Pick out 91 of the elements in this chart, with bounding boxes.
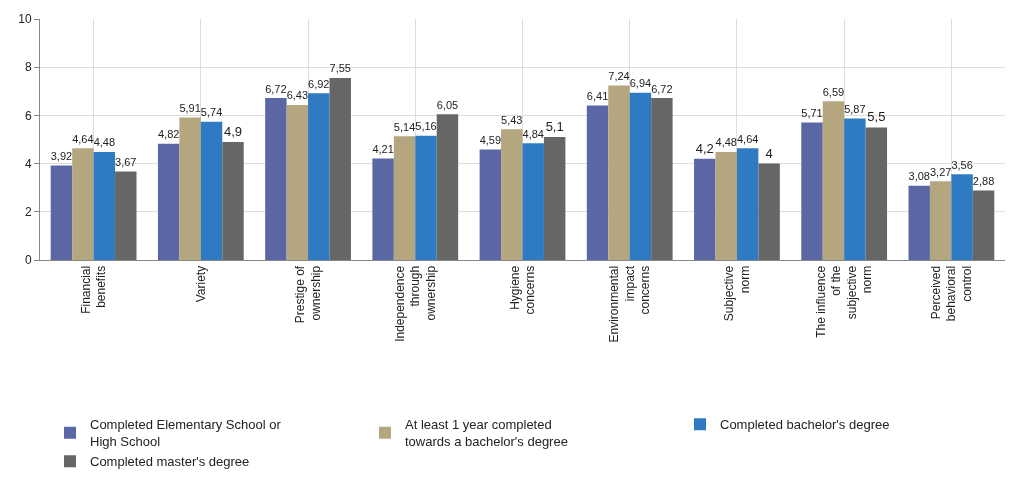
legend-label: Completed Elementary School or High School	[90, 417, 282, 450]
legend-label: Completed master's degree	[90, 454, 250, 470]
data-label: 4,84	[522, 127, 544, 140]
data-label: 6,72	[651, 82, 673, 95]
x-tick-label: Variety	[193, 265, 208, 303]
bar	[265, 98, 287, 260]
x-tick-label: Prestige of ownership	[293, 265, 323, 324]
data-label: 6,05	[436, 98, 459, 111]
bar	[479, 149, 502, 260]
bar	[50, 165, 73, 260]
data-label: 7,55	[329, 62, 351, 75]
x-tick-label: Financial benefits	[78, 265, 109, 314]
bar	[157, 143, 180, 260]
data-label: 4,64	[736, 132, 759, 145]
bar	[501, 129, 523, 260]
x-tick-label: The influence of the subjective norm	[813, 265, 875, 338]
bar	[694, 158, 716, 260]
bar	[222, 141, 244, 260]
data-label: 4,48	[93, 136, 116, 149]
x-tick-label: Environmental impact concerns	[607, 265, 653, 343]
bar	[115, 171, 137, 260]
bar	[715, 152, 737, 260]
data-label: 7,24	[608, 69, 630, 82]
bar	[758, 163, 780, 260]
data-label: 4	[765, 145, 773, 161]
y-tick-label: 2	[24, 205, 32, 219]
data-label: 6,41	[586, 89, 609, 102]
bar	[286, 105, 309, 260]
data-label: 4,21	[372, 143, 394, 155]
y-tick-label: 10	[18, 12, 32, 27]
data-label: 5,1	[545, 119, 564, 135]
data-label: 4,9	[223, 123, 243, 139]
data-label: 4,48	[715, 136, 737, 149]
data-label: 5,74	[200, 106, 223, 119]
x-tick-label: Perceived behavioral control	[928, 265, 974, 322]
bar	[651, 98, 673, 260]
bar	[200, 121, 223, 260]
data-label: 5,87	[844, 102, 866, 115]
bar	[736, 148, 759, 260]
data-label: 6,59	[822, 85, 845, 98]
x-tick-label: Independence through ownership	[392, 265, 438, 342]
bar	[629, 92, 652, 260]
data-label: 3,27	[929, 165, 952, 178]
data-label: 3,08	[908, 170, 930, 183]
data-label: 6,72	[265, 82, 287, 95]
bar	[586, 105, 609, 260]
data-label: 5,14	[393, 120, 416, 133]
data-label: 5,71	[801, 106, 823, 119]
bar	[372, 158, 394, 260]
data-label: 5,5	[867, 109, 886, 125]
x-tick-label: Hygiene concerns	[507, 265, 538, 315]
data-label: 6,43	[286, 89, 309, 102]
data-label: 4,59	[479, 133, 502, 146]
bar	[865, 127, 888, 260]
bar	[415, 135, 437, 260]
y-tick-label: 4	[24, 156, 32, 171]
data-label: 4,82	[157, 128, 180, 141]
bar	[822, 101, 845, 260]
bar	[929, 181, 952, 260]
data-label: 5,91	[179, 102, 201, 115]
bar	[951, 174, 973, 260]
data-label: 2,88	[972, 175, 995, 188]
data-label: 6,92	[308, 77, 330, 90]
bar	[72, 148, 94, 260]
legend-label: At least 1 year completed towards a bachelor's degree	[405, 417, 568, 450]
bar	[972, 190, 995, 260]
bar	[329, 78, 351, 260]
data-label: 3,92	[50, 149, 73, 162]
legend-label: Completed bachelor's degree	[720, 417, 890, 433]
data-label: 6,94	[629, 77, 652, 90]
data-label: 3,56	[951, 158, 973, 171]
bar	[844, 118, 866, 260]
bar	[543, 137, 566, 260]
data-label: 5,43	[501, 113, 523, 126]
bar	[393, 136, 416, 260]
x-tick-label: Subjective norm	[722, 265, 752, 322]
y-tick-label: 8	[24, 60, 32, 75]
bar	[608, 85, 630, 260]
data-label: 3,67	[115, 156, 137, 169]
data-label: 4,64	[72, 132, 94, 145]
y-tick-label: 6	[24, 108, 32, 123]
bar	[908, 185, 930, 260]
data-label: 4,2	[695, 140, 714, 156]
bar	[93, 152, 116, 260]
bar	[436, 114, 459, 260]
bar	[308, 93, 330, 260]
data-label: 5,16	[415, 120, 437, 133]
bar	[522, 143, 544, 260]
y-tick-label: 0	[24, 253, 32, 268]
bar	[801, 122, 823, 260]
bar	[179, 117, 201, 260]
